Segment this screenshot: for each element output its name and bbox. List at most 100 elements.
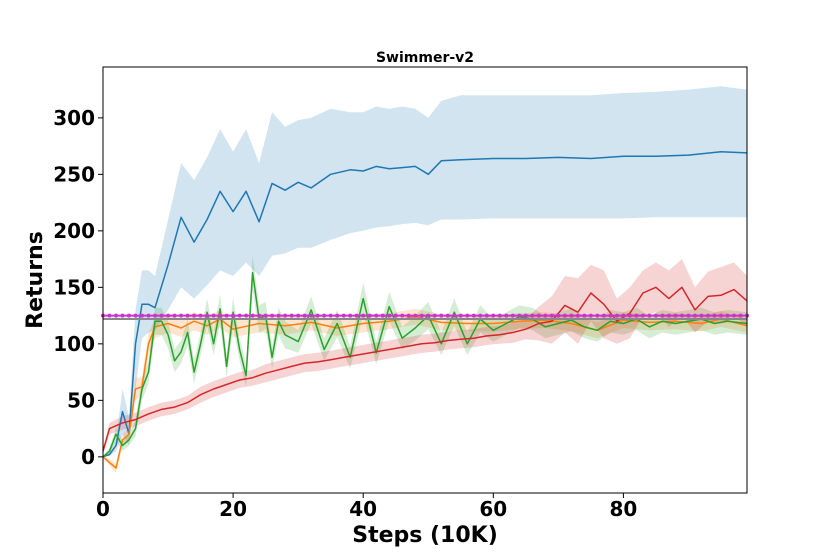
- reference-marker: [309, 313, 314, 318]
- reference-marker: [699, 313, 704, 318]
- reference-marker: [439, 313, 444, 318]
- reference-marker: [640, 313, 645, 318]
- reference-marker: [679, 313, 684, 318]
- reference-marker: [556, 313, 561, 318]
- reference-marker: [244, 313, 249, 318]
- reference-marker: [543, 313, 548, 318]
- reference-marker: [627, 313, 632, 318]
- reference-marker: [614, 313, 619, 318]
- reference-marker: [718, 313, 723, 318]
- reference-marker: [484, 313, 489, 318]
- reference-marker: [478, 313, 483, 318]
- reference-marker: [530, 313, 535, 318]
- x-tick-label: 40: [349, 497, 377, 521]
- reference-marker: [335, 313, 340, 318]
- reference-marker: [211, 313, 216, 318]
- band-green: [103, 255, 747, 457]
- reference-marker: [465, 313, 470, 318]
- plot-frame: [102, 66, 748, 494]
- reference-marker: [432, 313, 437, 318]
- reference-marker: [510, 313, 515, 318]
- y-tick-label: 250: [53, 162, 95, 186]
- band-blue: [103, 86, 747, 457]
- reference-marker: [146, 313, 151, 318]
- reference-marker: [491, 313, 496, 318]
- reference-marker: [127, 313, 132, 318]
- reference-marker: [393, 313, 398, 318]
- reference-marker: [673, 313, 678, 318]
- y-tick-label: 150: [53, 275, 95, 299]
- confidence-bands: [103, 86, 747, 473]
- reference-marker: [666, 313, 671, 318]
- series-line-green: [102, 271, 748, 458]
- x-axis-ticks: 0 20 40 60 80: [96, 493, 637, 521]
- reference-marker: [270, 313, 275, 318]
- x-tick-label: 60: [479, 497, 507, 521]
- reference-marker: [361, 313, 366, 318]
- reference-marker: [166, 313, 171, 318]
- reference-marker: [549, 313, 554, 318]
- reference-marker: [231, 313, 236, 318]
- reference-marker: [322, 313, 327, 318]
- reference-marker: [120, 313, 125, 318]
- reference-marker: [302, 313, 307, 318]
- reference-marker: [653, 313, 658, 318]
- reference-marker: [374, 313, 379, 318]
- reference-marker: [517, 313, 522, 318]
- series-line-red: [102, 286, 748, 452]
- reference-marker: [263, 313, 268, 318]
- y-tick-label: 300: [53, 106, 95, 130]
- reference-marker: [192, 313, 197, 318]
- y-tick-label: 200: [53, 219, 95, 243]
- reference-marker: [647, 313, 652, 318]
- reference-marker: [686, 313, 691, 318]
- reference-marker: [218, 313, 223, 318]
- reference-marker: [172, 313, 177, 318]
- reference-marker: [153, 313, 158, 318]
- reference-marker: [185, 313, 190, 318]
- reference-marker: [107, 313, 112, 318]
- reference-marker: [504, 313, 509, 318]
- reference-marker: [413, 313, 418, 318]
- band-red: [103, 259, 747, 455]
- reference-marker: [588, 313, 593, 318]
- reference-marker: [283, 313, 288, 318]
- reference-marker: [296, 313, 301, 318]
- reference-marker: [569, 313, 574, 318]
- reference-marker: [634, 313, 639, 318]
- reference-marker: [575, 313, 580, 318]
- reference-marker: [660, 313, 665, 318]
- reference-marker: [289, 313, 294, 318]
- reference-marker: [712, 313, 717, 318]
- reference-marker: [419, 313, 424, 318]
- series-lines: [102, 150, 748, 469]
- reference-marker: [523, 313, 528, 318]
- reference-marker: [601, 313, 606, 318]
- reference-marker: [380, 313, 385, 318]
- x-tick-label: 80: [609, 497, 637, 521]
- reference-marker: [140, 313, 145, 318]
- reference-marker: [224, 313, 229, 318]
- reference-marker: [536, 313, 541, 318]
- reference-marker: [471, 313, 476, 318]
- reference-marker: [159, 313, 164, 318]
- reference-marker: [400, 313, 405, 318]
- series-line-blue: [102, 150, 748, 458]
- reference-marker: [315, 313, 320, 318]
- reference-marker: [354, 313, 359, 318]
- reference-marker: [582, 313, 587, 318]
- y-tick-label: 50: [67, 388, 95, 412]
- reference-marker: [497, 313, 502, 318]
- reference-marker: [250, 313, 255, 318]
- reference-lines: [101, 313, 749, 320]
- reference-marker: [276, 313, 281, 318]
- reference-marker: [133, 313, 138, 318]
- band-orange: [103, 308, 747, 473]
- reference-marker: [341, 313, 346, 318]
- reference-marker: [705, 313, 710, 318]
- x-axis-label: Steps (10K): [352, 523, 498, 548]
- reference-marker: [725, 313, 730, 318]
- y-axis-label: Returns: [23, 231, 48, 329]
- series-line-orange: [102, 315, 748, 469]
